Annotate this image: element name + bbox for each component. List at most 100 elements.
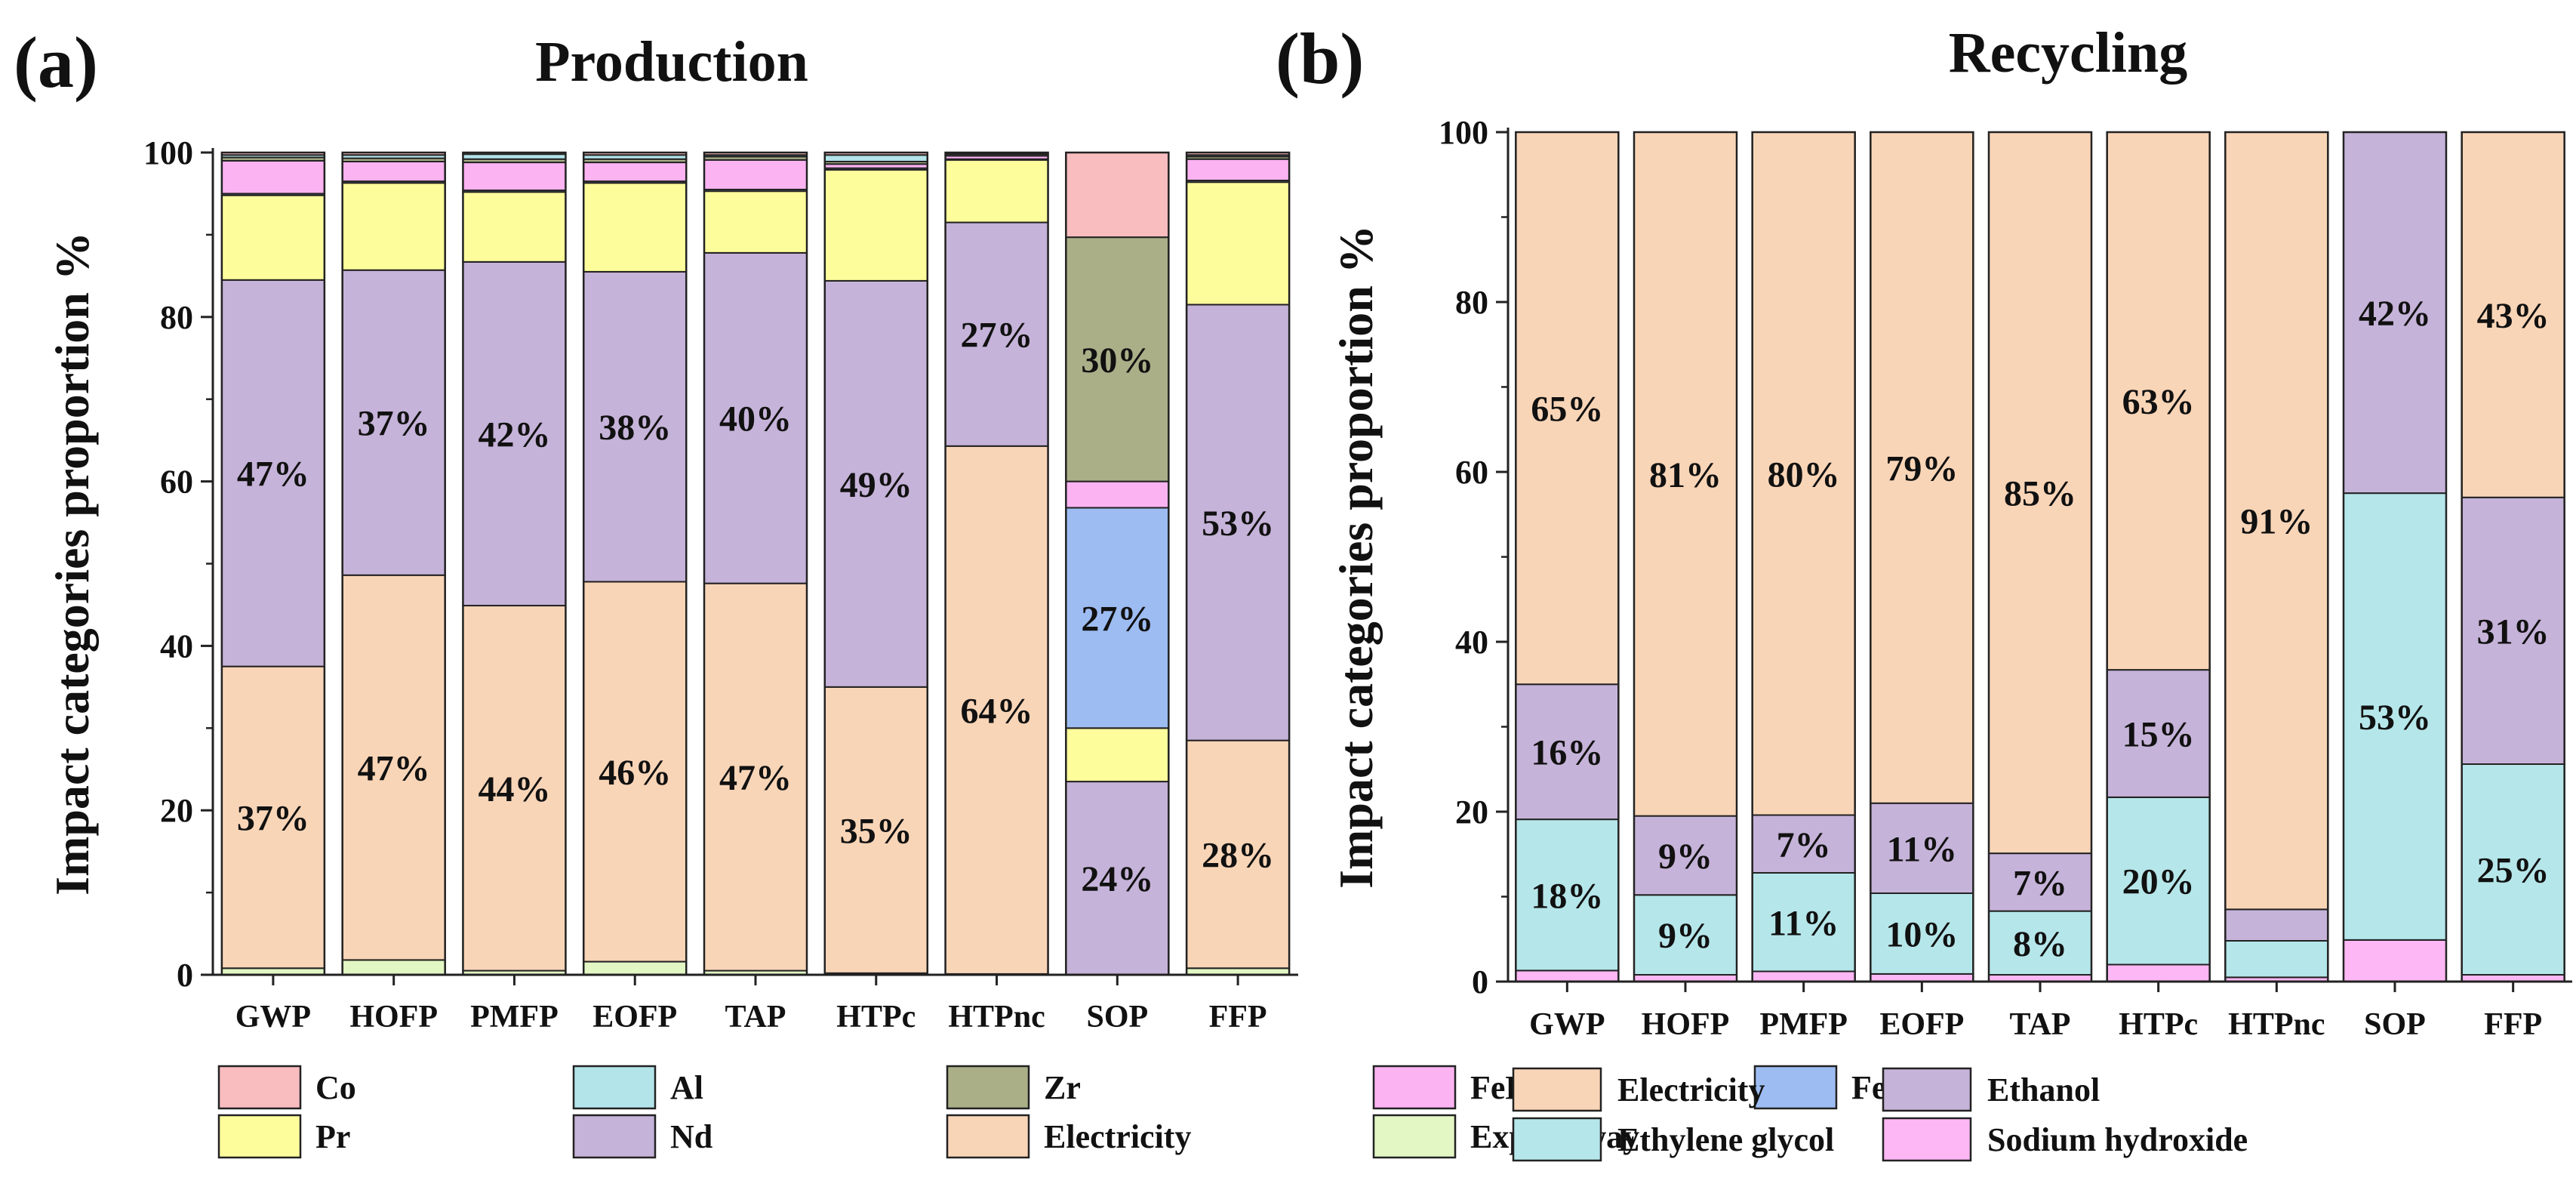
y-tick-label: 20 (1455, 794, 1488, 831)
bar-segment-pmfp-electricity (462, 605, 567, 972)
bar-segment-ffp-pr (1186, 181, 1291, 306)
y-tick-label: 80 (160, 299, 193, 336)
data-label-hofp-nd: 37% (358, 404, 430, 444)
legend-label: Zr (1044, 1069, 1081, 1106)
legend-label: Ethylene glycol (1617, 1121, 1834, 1158)
bar-segment-eofp-sodium-hydroxide (1870, 973, 1974, 982)
legend-item-nd: Nd (572, 1114, 712, 1159)
x-tick-label-gwp: GWP (235, 1000, 311, 1034)
legend-item-al: Al (572, 1065, 703, 1110)
data-label-ffp-ethanol: 31% (2477, 612, 2550, 652)
bar-segment-gwp-ethylene-glycol (1515, 818, 1620, 972)
bar-segment-eofp-ethylene-glycol (1870, 892, 1974, 975)
bar-segment-sop-sodium-hydroxide (2343, 939, 2447, 982)
bar-segment-hofp-ethanol (1633, 815, 1737, 896)
data-label-pmfp-electricity: 80% (1768, 455, 1840, 495)
data-label-gwp-ethylene-glycol: 18% (1531, 876, 1603, 916)
bar-group (220, 151, 1291, 976)
data-label-sop-zr: 30% (1081, 341, 1153, 381)
data-label-gwp-electricity: 65% (1531, 390, 1603, 430)
x-tick-label-hofp: HOFP (1642, 1007, 1730, 1042)
data-label-group: 37% 47% 44% 46% 47% 35% 64% 28% 47% 37% 42% 38% 40% 4… (237, 316, 1274, 899)
bar-segment-tap-ethylene-glycol (1988, 910, 2092, 976)
bar-segment-eofp-feb (583, 162, 688, 183)
bar-segment-ffp-ethanol (2461, 496, 2565, 765)
legend-label: Al (670, 1069, 703, 1106)
legend-swatch (572, 1065, 657, 1110)
data-label-pmfp-nd: 42% (478, 415, 550, 455)
data-label-htpnc-electricity: 91% (2240, 502, 2313, 542)
legend-swatch (946, 1114, 1030, 1159)
data-label-sop-ethanol: 42% (2359, 294, 2431, 334)
bar-segment-gwp-ethanol (1515, 683, 1620, 821)
bar-segment-hofp-expressway (341, 959, 446, 976)
data-label-pmfp-ethanol: 7% (1777, 825, 1831, 865)
data-label-ffp-electricity: 28% (1202, 835, 1274, 875)
legend-swatch (572, 1114, 657, 1159)
y-tick-label: 40 (160, 627, 193, 664)
bar-segment-htpnc-pr (944, 159, 1049, 223)
x-tick-label-htpc: HTPc (836, 1000, 916, 1034)
panel-label: (a) (14, 22, 98, 103)
bar-segment-htpc-electricity (2106, 131, 2211, 671)
bar-segment-tap-pr (703, 190, 808, 254)
legend-item-fe: Fe (1753, 1065, 1886, 1110)
bar-segment-sop-feb (1065, 480, 1170, 509)
legend-label: Electricity (1617, 1071, 1765, 1108)
data-label-group: 18% 9% 11% 10% 8% 20% 53% 25% 16% 9% 7% 11% 7% 15% 42%… (1531, 294, 2549, 964)
legend-label: Co (315, 1069, 356, 1106)
data-label-eofp-ethanol: 11% (1887, 829, 1957, 869)
legend-label: Electricity (1044, 1118, 1191, 1155)
bar-segment-sop-co (1065, 152, 1170, 239)
x-tick-label-ffp: FFP (1209, 1000, 1267, 1034)
y-tick-label: 40 (1455, 624, 1488, 661)
x-tick-label-htpnc: HTPnc (948, 1000, 1045, 1034)
bar-segment-pmfp-sodium-hydroxide (1751, 970, 1856, 982)
bar-segment-htpnc-nd (944, 221, 1049, 447)
bar-segment-tap-feb (703, 159, 808, 191)
bar-segment-eofp-electricity (583, 581, 688, 963)
data-label-hofp-ethylene-glycol: 9% (1658, 916, 1713, 956)
data-label-tap-electricity: 47% (719, 758, 792, 798)
bar-segment-sop-ethylene-glycol (2343, 492, 2447, 941)
x-tick-label-tap: TAP (2010, 1007, 2071, 1042)
legend-item-co: Co (217, 1065, 356, 1110)
bar-segment-htpnc-electricity (944, 445, 1049, 975)
bar-segment-htpc-al (823, 154, 928, 162)
data-label-eofp-electricity: 46% (599, 753, 671, 793)
legend-label: Nd (670, 1118, 712, 1155)
x-tick-label-htpnc: HTPnc (2228, 1007, 2325, 1042)
panel-recycling: (b) Recycling Impact categories proportion… (1276, 18, 2572, 1162)
bar-segment-htpc-pr (823, 168, 928, 282)
legend-swatch (1372, 1114, 1457, 1159)
data-label-sop-fe: 27% (1081, 599, 1153, 639)
chart-title: Recycling (1949, 21, 2188, 85)
x-tick-label-sop: SOP (2364, 1007, 2426, 1042)
bar-segment-sop-pr (1065, 727, 1170, 783)
bar-segment-ffp-electricity (1186, 739, 1291, 970)
bar-segment-hofp-electricity (1633, 131, 1737, 817)
bar-segment-eofp-nd (583, 270, 688, 583)
bar-segment-gwp-nd (220, 279, 325, 667)
data-label-eofp-electricity: 79% (1885, 449, 1958, 489)
bar-segment-pmfp-feb (462, 162, 567, 192)
data-label-hofp-ethanol: 9% (1658, 837, 1713, 877)
data-label-gwp-nd: 47% (237, 455, 309, 495)
legend-swatch (1882, 1117, 1972, 1162)
legend-swatch (946, 1065, 1030, 1110)
bar-segment-pmfp-electricity (1751, 131, 1856, 816)
data-label-tap-ethylene-glycol: 8% (2013, 924, 2067, 964)
bar-group (1515, 131, 2565, 983)
y-tick-label: 20 (160, 792, 193, 829)
bar-segment-sop-fe (1065, 507, 1170, 729)
y-tick-label: 0 (1472, 963, 1488, 1000)
bar-segment-htpnc-ethylene-glycol (2224, 940, 2329, 979)
data-label-tap-electricity: 85% (2004, 474, 2076, 514)
data-label-hofp-electricity: 81% (1649, 455, 1722, 495)
bar-segment-tap-electricity (1988, 131, 2092, 855)
bar-segment-eofp-pr (583, 182, 688, 273)
legend-label: Ethanol (1987, 1071, 2100, 1108)
legend-swatch (1882, 1067, 1972, 1112)
bar-segment-gwp-sodium-hydroxide (1515, 970, 1620, 982)
data-label-htpc-ethylene-glycol: 20% (2122, 862, 2195, 902)
